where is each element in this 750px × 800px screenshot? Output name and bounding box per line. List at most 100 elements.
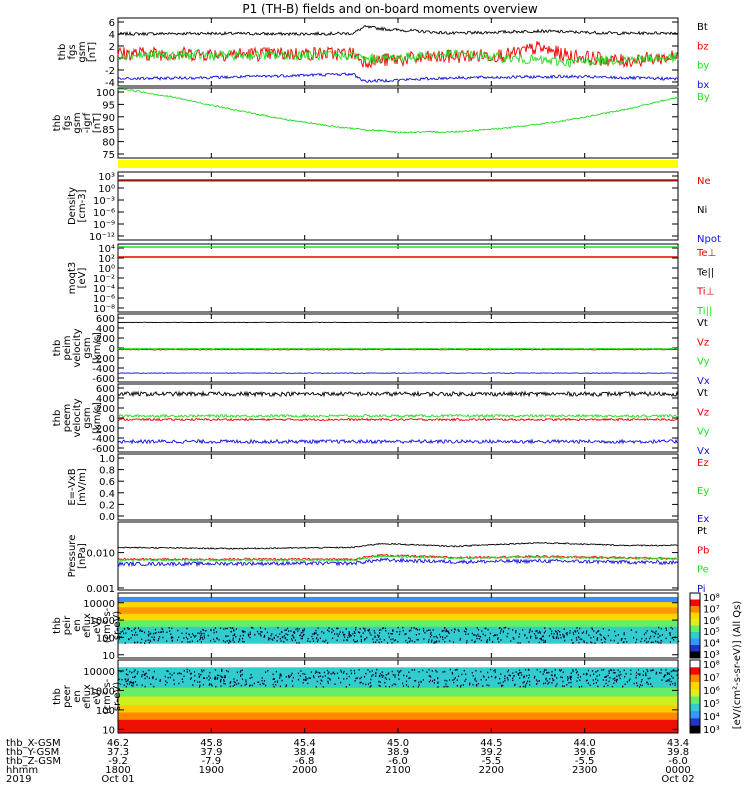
y-tick-label: 90 (102, 113, 115, 124)
spectrogram-dot (517, 642, 519, 644)
colorbar-segment (690, 619, 700, 626)
spectrogram-dot (595, 682, 597, 684)
spectrogram-dot (170, 637, 173, 639)
spectrogram-dot (550, 674, 553, 676)
spectrogram-dot (497, 638, 499, 640)
spectrogram-dot (461, 673, 463, 676)
spectrogram-dot (242, 640, 244, 643)
spectrogram-dot (378, 629, 380, 631)
spectrogram-dot (479, 636, 482, 638)
spectrogram-dot (465, 673, 467, 675)
spectrogram-dot (459, 686, 462, 688)
spectrogram-dot (261, 677, 263, 679)
spectrogram-dot (636, 684, 638, 687)
spectrogram-dot (408, 671, 410, 673)
spectrogram-dot (458, 630, 460, 632)
spectrogram-dot (635, 674, 637, 677)
spectrogram-dot (224, 676, 226, 678)
spectrogram-dot (397, 674, 400, 676)
spectrogram-dot (459, 637, 462, 640)
spectrogram-dot (141, 675, 143, 678)
spectrogram-dot (180, 672, 182, 675)
spectrogram-dot (645, 632, 647, 634)
spectrogram-dot (403, 674, 405, 677)
spectrogram-dot (494, 669, 496, 671)
y-tick-label: 600 (96, 314, 115, 325)
x-axis-value: 2000 (292, 765, 317, 776)
spectrogram-dot (309, 677, 311, 679)
spectrogram-dot (593, 630, 595, 632)
spectrogram-dot (608, 670, 610, 672)
spectrogram-dot (291, 680, 293, 682)
spectrogram-dot (418, 681, 420, 684)
spectrogram-dot (535, 635, 537, 637)
spectrogram-dot (327, 680, 329, 683)
spectrogram-dot (332, 637, 334, 639)
spectrogram-dot (370, 685, 372, 687)
spectrogram-dot (153, 638, 155, 641)
spectrogram-dot (578, 636, 580, 638)
spectrogram-dot (143, 674, 145, 676)
spectrogram-dot (253, 682, 255, 685)
spectrogram-dot (285, 676, 287, 678)
spectrogram-dot (132, 683, 134, 685)
spectrogram-dot (287, 634, 289, 636)
spectrogram-dot (579, 679, 581, 681)
spectrogram-dot (504, 677, 506, 680)
spectrogram-dot (344, 636, 346, 638)
spectrogram-dot (647, 683, 649, 685)
spectrogram-dot (302, 631, 304, 633)
x-axis-value: 2100 (385, 765, 410, 776)
spectrogram-dot (367, 629, 369, 631)
y-tick-label: -400 (92, 364, 115, 375)
x-axis-value: 38.4 (294, 747, 316, 758)
spectrogram-dot (247, 633, 249, 636)
spectrogram-dot (346, 639, 348, 642)
spectrogram-dot (645, 674, 647, 676)
spectrogram-dot (277, 636, 279, 638)
spectrogram-dot (552, 636, 554, 639)
spectrogram-dot (119, 632, 121, 635)
x-axis-year: 2019 (6, 774, 31, 785)
spectrogram-dot (322, 676, 324, 678)
spectrogram-dot (520, 671, 522, 674)
panel-frame (117, 453, 679, 521)
y-axis-label: peer (62, 684, 73, 708)
spectrogram-dot (590, 637, 592, 639)
spectrogram-dot (423, 638, 425, 640)
spectrogram-dot (280, 640, 282, 642)
spectrogram-dot (664, 674, 667, 676)
spectrogram-dot (344, 633, 346, 636)
spectrogram-dot (506, 635, 508, 638)
spectrogram-dot (149, 633, 151, 635)
spectrogram-dot (258, 681, 260, 683)
spectrogram-dot (405, 684, 408, 686)
colorbar-segment (690, 606, 700, 613)
spectrogram-dot (385, 685, 387, 688)
spectrogram-dot (334, 673, 336, 675)
spectrogram-dot (364, 639, 366, 641)
series-Vy (118, 347, 679, 350)
spectrogram-dot (132, 676, 134, 679)
spectrogram-dot (571, 639, 573, 641)
spectrogram-dot (647, 677, 649, 680)
spectrogram-dot (658, 672, 661, 674)
spectrogram-dot (551, 674, 553, 677)
spectrogram-dot (376, 668, 378, 671)
spectrogram-dot (570, 675, 572, 678)
spectrogram-dot (311, 635, 313, 638)
spectrogram-dot (330, 673, 332, 675)
spectrogram-dot (241, 678, 244, 681)
spectrogram-dot (244, 631, 246, 633)
y-axis-label: (cm²-s- (102, 607, 113, 643)
spectrogram-dot (559, 631, 561, 633)
spectrogram-dot (518, 669, 521, 672)
spectrogram-dot (476, 635, 478, 637)
spectrogram-dot (669, 673, 671, 676)
spectrogram-dot (562, 671, 564, 673)
spectrogram-dot (208, 675, 210, 677)
spectrogram-dot (131, 671, 133, 674)
x-axis-value: -6.8 (295, 756, 315, 767)
spectrogram-dot (360, 681, 362, 684)
